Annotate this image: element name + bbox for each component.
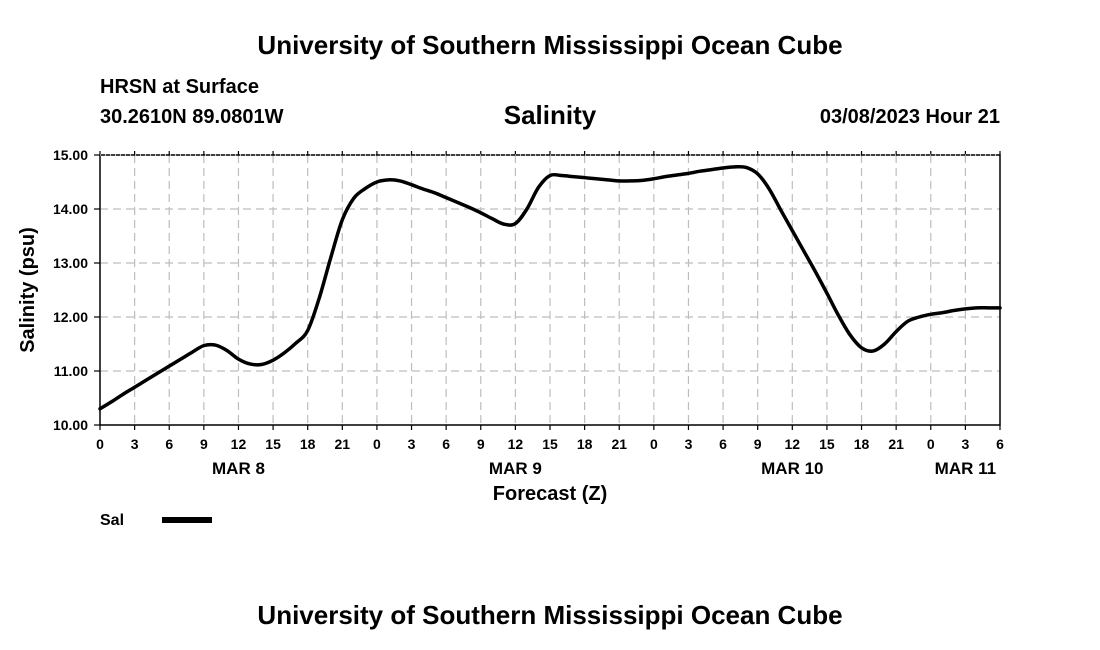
x-tick-label: 6 [719, 436, 727, 452]
x-tick-label: 6 [442, 436, 450, 452]
chart-title: Salinity [503, 100, 597, 130]
y-tick-label: 15.00 [53, 147, 88, 163]
x-tick-label: 15 [819, 436, 835, 452]
x-tick-label: 9 [754, 436, 762, 452]
x-tick-label: 12 [231, 436, 247, 452]
y-axis-label: Salinity (psu) [17, 227, 39, 353]
page-title: University of Southern Mississippi Ocean… [257, 30, 843, 60]
x-tick-label: 18 [300, 436, 316, 452]
x-tick-label: 3 [961, 436, 969, 452]
x-axis-label: Forecast (Z) [493, 483, 607, 505]
y-tick-label: 12.00 [53, 309, 88, 325]
x-tick-label: 0 [96, 436, 104, 452]
x-tick-label: 18 [577, 436, 593, 452]
date-label: MAR 11 [935, 459, 996, 478]
run-time: 03/08/2023 Hour 21 [819, 106, 1000, 128]
station-coordinates: 30.2610N 89.0801W [100, 106, 284, 128]
axis-ticks: 10.00 11.00 12.00 13.00 14.00 15.00 0 3 6 9 12 15 18… [53, 147, 1004, 478]
legend-label: Sal [100, 512, 124, 529]
y-tick-label: 10.00 [53, 417, 88, 433]
salinity-series-line [98, 164, 1002, 411]
grid [100, 155, 1000, 425]
x-tick-label: 21 [888, 436, 904, 452]
y-tick-label: 14.00 [53, 201, 88, 217]
x-tick-label: 9 [477, 436, 485, 452]
x-tick-label: 12 [508, 436, 524, 452]
y-tick-label: 11.00 [54, 363, 88, 379]
legend: Sal [100, 512, 212, 529]
x-tick-label: 21 [611, 436, 627, 452]
station-label: HRSN at Surface [100, 76, 259, 98]
x-tick-label: 21 [335, 436, 351, 452]
x-tick-label: 3 [408, 436, 416, 452]
date-label: MAR 10 [761, 459, 823, 478]
date-label: MAR 9 [489, 459, 542, 478]
x-tick-label: 3 [131, 436, 139, 452]
x-tick-label: 0 [927, 436, 935, 452]
x-tick-label: 12 [785, 436, 801, 452]
y-tick-label: 13.00 [53, 255, 88, 271]
x-tick-label: 3 [685, 436, 693, 452]
x-tick-label: 6 [165, 436, 173, 452]
x-tick-label: 15 [265, 436, 281, 452]
footer-title: University of Southern Mississippi Ocean… [257, 600, 843, 630]
x-tick-label: 15 [542, 436, 558, 452]
x-tick-label: 0 [650, 436, 658, 452]
x-tick-label: 18 [854, 436, 870, 452]
x-tick-label: 6 [996, 436, 1004, 452]
x-tick-label: 0 [373, 436, 381, 452]
x-tick-label: 9 [200, 436, 208, 452]
date-label: MAR 8 [212, 459, 265, 478]
